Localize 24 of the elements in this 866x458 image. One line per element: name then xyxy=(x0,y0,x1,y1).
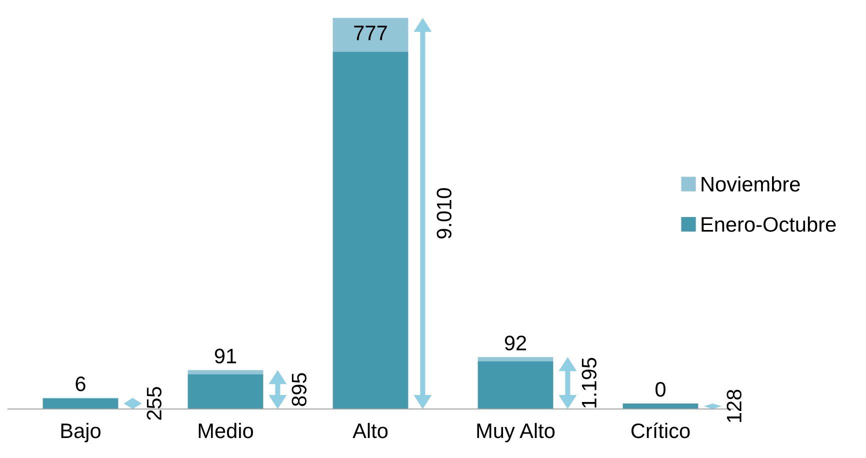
total-label: 1.195 xyxy=(582,358,596,408)
legend-label: Noviembre xyxy=(702,176,800,192)
x-tick-label: Bajo xyxy=(61,422,100,442)
legend-label: Enero-Octubre xyxy=(702,216,836,232)
data-label: 0 xyxy=(656,382,666,397)
total-label: 9.010 xyxy=(436,188,452,239)
x-tick-label: Muy Alto xyxy=(477,422,555,442)
data-label: 777 xyxy=(354,26,387,40)
bar xyxy=(478,357,554,362)
total-label: 128 xyxy=(726,390,742,422)
data-label: 91 xyxy=(214,348,236,364)
total-label: 255 xyxy=(146,386,162,420)
x-tick-label: Crítico xyxy=(631,422,690,438)
x-tick-label: Alto xyxy=(352,422,388,438)
bar xyxy=(332,18,408,52)
bar xyxy=(42,398,118,409)
bar xyxy=(188,374,264,409)
data-label: 92 xyxy=(504,336,526,350)
bar xyxy=(478,361,554,409)
x-tick-label: Medio xyxy=(198,422,253,438)
data-label: 6 xyxy=(76,376,86,392)
bar xyxy=(188,370,264,374)
bar xyxy=(332,52,408,409)
total-label: 895 xyxy=(292,373,306,406)
